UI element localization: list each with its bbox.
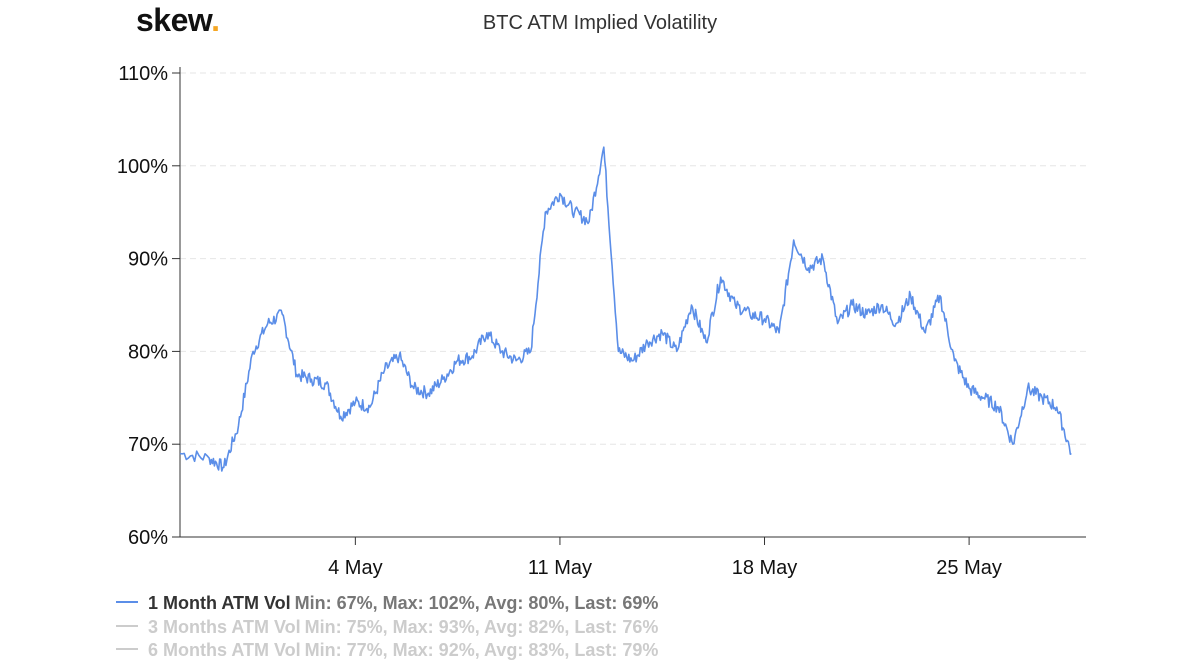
x-tick-label: 18 May xyxy=(732,557,798,579)
chart-title: BTC ATM Implied Volatility xyxy=(482,12,718,34)
legend-item-1-month[interactable]: 1 Month ATM Vol Min: 67%, Max: 102%, Avg:… xyxy=(116,593,658,614)
legend-swatch-6-months xyxy=(116,648,138,651)
series-group xyxy=(179,146,1072,472)
axes xyxy=(179,67,1086,538)
legend-stats-6-months: Min: 77%, Max: 92%, Avg: 83%, Last: 79% xyxy=(304,640,659,660)
y-tick-label: 90% xyxy=(128,249,168,271)
x-tick-label: 11 May xyxy=(528,557,592,579)
legend-swatch-1-month xyxy=(116,601,138,604)
y-tick-label: 60% xyxy=(128,527,168,549)
y-tick-label: 110% xyxy=(118,63,168,85)
logo-dot: . xyxy=(211,2,220,38)
legend-swatch-3-months xyxy=(116,625,138,628)
legend-label-3-months: 3 Months ATM Vol xyxy=(148,617,301,637)
legend-stats-1-month: Min: 67%, Max: 102%, Avg: 80%, Last: 69% xyxy=(294,593,659,613)
x-axis-ticks: 4 May 11 May 18 May 25 May xyxy=(328,537,1002,579)
legend-item-6-months[interactable]: 6 Months ATM Vol Min: 77%, Max: 92%, Avg:… xyxy=(116,640,658,661)
skew-logo: skew. xyxy=(136,2,220,39)
legend-label-6-months: 6 Months ATM Vol xyxy=(148,640,301,660)
y-tick-label: 80% xyxy=(128,341,168,363)
grid-lines xyxy=(180,72,1086,445)
y-axis-ticks: 60% 70% 80% 90% 100% 110% xyxy=(117,63,180,549)
x-tick-label: 4 May xyxy=(328,557,382,579)
y-tick-label: 100% xyxy=(117,156,168,178)
series-line-1-month xyxy=(179,146,1072,472)
y-tick-label: 70% xyxy=(128,434,168,456)
legend-stats-3-months: Min: 75%, Max: 93%, Avg: 82%, Last: 76% xyxy=(304,617,659,637)
legend-label-1-month: 1 Month ATM Vol xyxy=(148,593,291,613)
legend-item-3-months[interactable]: 3 Months ATM Vol Min: 75%, Max: 93%, Avg:… xyxy=(116,617,658,638)
logo-text: skew xyxy=(136,2,212,38)
x-tick-label: 25 May xyxy=(936,557,1002,579)
line-chart: 60% 70% 80% 90% 100% 110% 4 May 11 May 18 May 25… xyxy=(117,63,1086,579)
